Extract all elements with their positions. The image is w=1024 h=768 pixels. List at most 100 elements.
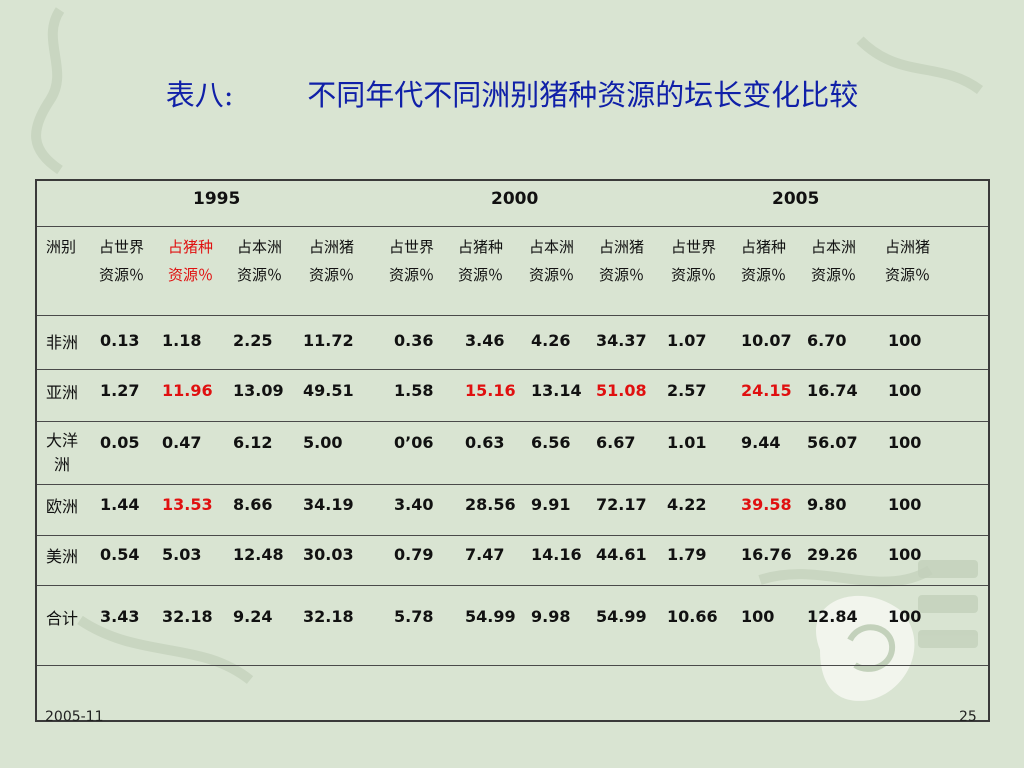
table-cell: 2.25	[233, 331, 273, 350]
row-region-label: 亚洲	[46, 383, 79, 402]
table-cell: 4.22	[667, 495, 707, 514]
footer-page-number: 25	[959, 709, 977, 725]
page-title: 表八: 不同年代不同洲别猪种资源的坛长变化比较	[165, 78, 859, 112]
column-header: 占本洲 资源％	[811, 233, 856, 289]
column-header-line2: 资源％	[168, 266, 214, 284]
column-header-line1: 占本洲	[811, 238, 857, 256]
table-cell: 100	[888, 331, 922, 350]
table-cell: 0’06	[394, 433, 434, 452]
divider	[37, 421, 988, 422]
column-header-line1: 占洲猪	[885, 238, 931, 256]
divider	[37, 226, 988, 227]
table-cell: 5.78	[394, 607, 434, 626]
column-header-line1: 占洲猪	[599, 238, 645, 256]
table-cell: 1.44	[100, 495, 140, 514]
table-cell: 2.57	[667, 381, 707, 400]
column-header-line2: 资源％	[237, 266, 283, 284]
table-cell: 8.66	[233, 495, 273, 514]
table-cell: 5.00	[303, 433, 343, 452]
table-cell: 9.91	[531, 495, 571, 514]
column-header-line1: 占猪种	[168, 238, 214, 256]
column-header-line1: 占世界	[671, 238, 717, 256]
table-cell: 16.74	[807, 381, 858, 400]
table-cell: 0.13	[100, 331, 140, 350]
table-cell: 32.18	[162, 607, 213, 626]
table-cell: 6.67	[596, 433, 636, 452]
table-cell: 12.48	[233, 545, 284, 564]
column-header: 占世界资源％	[389, 233, 434, 289]
table-cell: 29.26	[807, 545, 858, 564]
table-cell: 10.07	[741, 331, 792, 350]
column-header: 占洲猪资源％	[599, 233, 644, 289]
table-cell: 3.43	[100, 607, 140, 626]
table-cell: 1.58	[394, 381, 434, 400]
table-cell: 14.16	[531, 545, 582, 564]
divider	[37, 315, 988, 316]
column-header-line2: 资源％	[671, 266, 717, 284]
table-cell: 100	[888, 433, 922, 452]
column-header-line2: 资源％	[309, 266, 355, 284]
table-cell: 28.56	[465, 495, 516, 514]
table-cell: 0.47	[162, 433, 202, 452]
column-header: 占世界资源％	[671, 233, 716, 289]
table-cell: 9.80	[807, 495, 847, 514]
data-table: 1995 2000 2005 洲别 2005-11 25 占世界 资源％ 占猪种 资源…	[35, 179, 990, 725]
table-cell: 0.05	[100, 433, 140, 452]
column-header-line1: 占世界	[99, 238, 145, 256]
column-header: 占世界资源％	[99, 233, 144, 289]
row-region-label: 非洲	[46, 333, 79, 352]
table-cell: 1.18	[162, 331, 202, 350]
table-cell: 0.63	[465, 433, 505, 452]
table-cell: 11.72	[303, 331, 354, 350]
table-cell: 100	[888, 495, 922, 514]
table-cell: 34.19	[303, 495, 354, 514]
column-header-line2: 资源％	[741, 266, 787, 284]
table-cell: 1.01	[667, 433, 707, 452]
column-header-line1: 占本洲	[237, 238, 283, 256]
table-cell: 1.07	[667, 331, 707, 350]
column-header-line2: 资源％	[458, 266, 504, 284]
divider	[37, 585, 988, 586]
column-header-line1: 占猪种	[458, 238, 504, 256]
column-header-line2: 资源％	[529, 266, 575, 284]
table-cell: 72.17	[596, 495, 647, 514]
row-region-label: 合计	[46, 609, 79, 628]
column-header-line2: 资源％	[99, 266, 145, 284]
table-cell: 13.14	[531, 381, 582, 400]
divider	[37, 535, 988, 536]
table-cell: 13.53	[162, 495, 213, 514]
column-header: 占猪种 资源％	[741, 233, 786, 289]
table-cell: 100	[741, 607, 775, 626]
row-region-label: 欧洲	[46, 497, 79, 516]
column-header-line1: 占洲猪	[309, 238, 355, 256]
table-cell: 1.79	[667, 545, 707, 564]
table-cell: 12.84	[807, 607, 858, 626]
row-region-label: 美洲	[46, 547, 79, 566]
table-cell: 4.26	[531, 331, 571, 350]
table-cell: 0.54	[100, 545, 140, 564]
table-cell: 9.24	[233, 607, 273, 626]
column-header-line2: 资源％	[599, 266, 645, 284]
column-header-line1: 占世界	[389, 238, 435, 256]
table-cell: 13.09	[233, 381, 284, 400]
row-region-label: 大洋 洲	[46, 431, 79, 474]
region-header: 洲别	[46, 238, 77, 256]
table-cell: 34.37	[596, 331, 647, 350]
table-cell: 1.27	[100, 381, 140, 400]
table-cell: 24.15	[741, 381, 792, 400]
table-cell: 56.07	[807, 433, 858, 452]
table-cell: 16.76	[741, 545, 792, 564]
column-header: 占本洲 资源％	[529, 233, 574, 289]
column-header-line2: 资源％	[885, 266, 931, 284]
table-cell: 6.56	[531, 433, 571, 452]
table-cell: 5.03	[162, 545, 202, 564]
table-cell: 7.47	[465, 545, 505, 564]
table-cell: 100	[888, 545, 922, 564]
column-header-line2: 资源％	[389, 266, 435, 284]
column-header: 占洲猪资源％	[885, 233, 930, 289]
column-header: 占猪种资源％	[168, 233, 213, 289]
table-cell: 6.12	[233, 433, 273, 452]
year-1995: 1995	[193, 189, 241, 209]
table-cell: 11.96	[162, 381, 213, 400]
